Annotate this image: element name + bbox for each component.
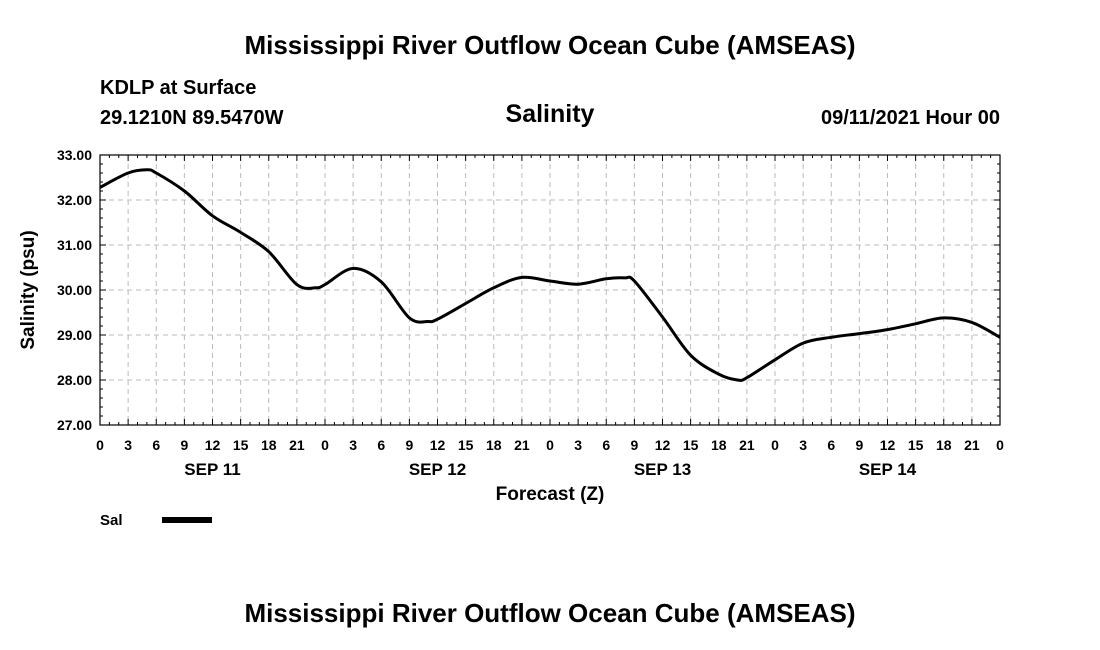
x-tick-label: 6: [602, 437, 610, 453]
x-tick-label: 21: [739, 437, 755, 453]
y-tick-label: 28.00: [57, 372, 92, 388]
x-tick-label: 12: [880, 437, 896, 453]
x-tick-label: 12: [430, 437, 446, 453]
x-tick-label: 0: [996, 437, 1004, 453]
x-tick-label: 0: [321, 437, 329, 453]
y-tick-label: 31.00: [57, 237, 92, 253]
x-tick-label: 9: [630, 437, 638, 453]
x-tick-label: 9: [855, 437, 863, 453]
salinity-series-line: [99, 168, 1001, 382]
y-axis-title: Salinity (psu): [18, 230, 39, 349]
x-tick-label: 0: [546, 437, 554, 453]
y-tick-label: 33.00: [57, 147, 92, 163]
x-tick-label: 21: [514, 437, 530, 453]
x-tick-label: 15: [458, 437, 474, 453]
chart-main-title: Mississippi River Outflow Ocean Cube (AM…: [244, 30, 856, 60]
x-tick-label: 21: [964, 437, 980, 453]
day-label: SEP 12: [409, 460, 466, 479]
x-tick-label: 9: [180, 437, 188, 453]
x-tick-label: 3: [349, 437, 357, 453]
variable-title: Salinity: [505, 100, 595, 128]
grid-lines: [100, 155, 1000, 425]
x-tick-label: 3: [124, 437, 132, 453]
x-tick-label: 0: [771, 437, 779, 453]
x-tick-label: 21: [289, 437, 305, 453]
x-tick-label: 18: [486, 437, 502, 453]
y-tick-label: 30.00: [57, 282, 92, 298]
x-tick-label: 3: [574, 437, 582, 453]
chart-footer-title: Mississippi River Outflow Ocean Cube (AM…: [244, 598, 856, 628]
day-label: SEP 13: [634, 460, 691, 479]
x-tick-label: 18: [936, 437, 952, 453]
station-coordinates: 29.1210N 89.5470W: [100, 107, 284, 129]
x-tick-label: 6: [377, 437, 385, 453]
y-tick-label: 32.00: [57, 192, 92, 208]
y-tick-label: 27.00: [57, 417, 92, 433]
station-label: KDLP at Surface: [100, 77, 257, 99]
x-tick-label: 9: [405, 437, 413, 453]
day-label: SEP 14: [859, 460, 917, 479]
x-tick-label: 15: [908, 437, 924, 453]
y-tick-label: 29.00: [57, 327, 92, 343]
plot-frame: [99, 154, 1001, 426]
x-tick-label: 18: [261, 437, 277, 453]
x-tick-label: 15: [233, 437, 249, 453]
x-tick-label: 6: [152, 437, 160, 453]
x-tick-label: 6: [827, 437, 835, 453]
labels: 0 3 6 9 12 15 18 21 0 3 6 9 12 15 18 21 0 3 6 9 12 15 18 21 0 3 6 9…: [18, 147, 1004, 529]
x-tick-label: 3: [799, 437, 807, 453]
x-tick-label: 15: [683, 437, 699, 453]
x-axis-title: Forecast (Z): [496, 484, 605, 505]
x-tick-label: 18: [711, 437, 727, 453]
x-tick-label: 12: [655, 437, 671, 453]
legend-label: Sal: [100, 512, 123, 529]
axes: [99, 154, 1001, 426]
x-tick-label: 0: [96, 437, 104, 453]
day-label: SEP 11: [184, 460, 240, 479]
x-tick-label: 12: [205, 437, 221, 453]
series-layer: [99, 168, 1001, 382]
forecast-datetime: 09/11/2021 Hour 00: [820, 107, 1000, 129]
